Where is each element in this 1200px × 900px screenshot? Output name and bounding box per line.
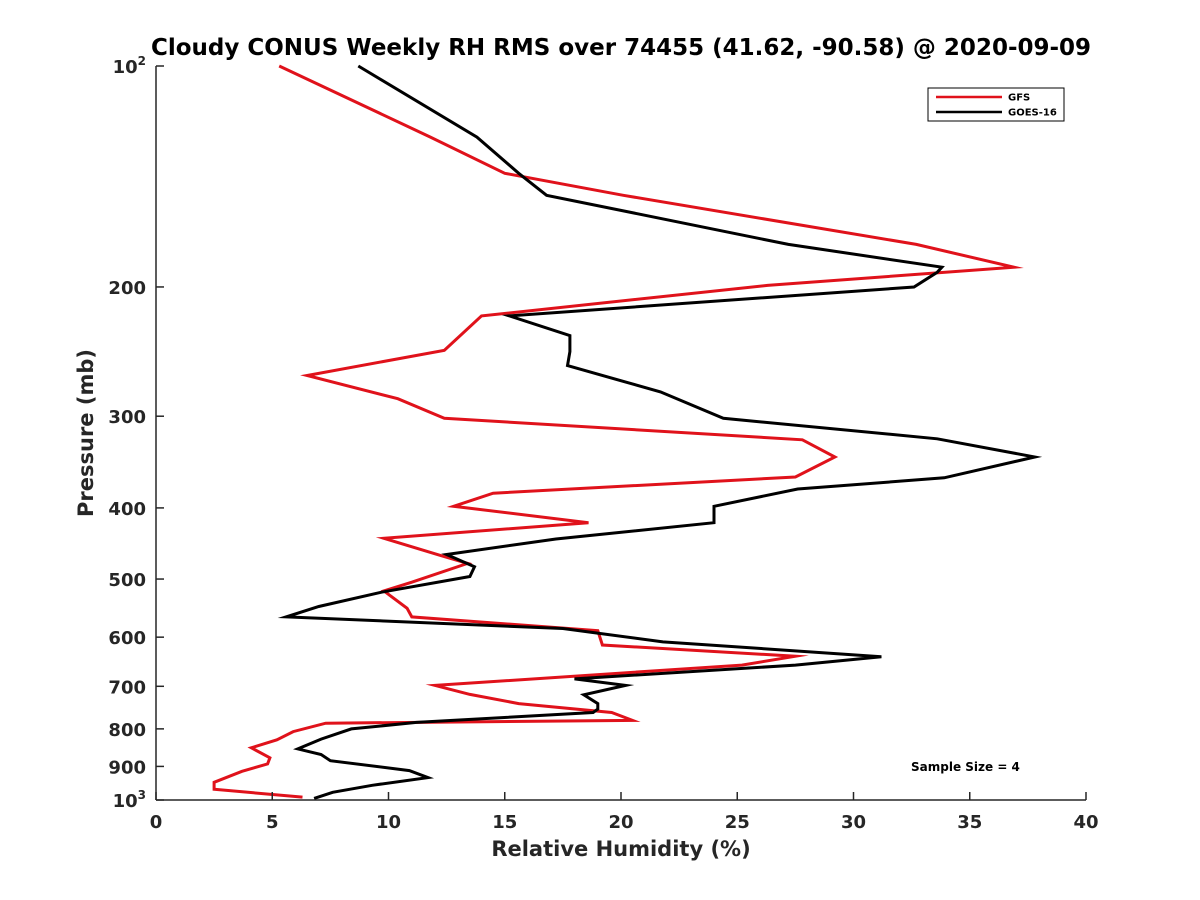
- y-tick-label: 400: [108, 499, 146, 520]
- x-tick-label: 30: [841, 812, 866, 833]
- series-line-goes-16: [277, 64, 1043, 800]
- x-tick-label: 25: [725, 812, 750, 833]
- y-axis-label: Pressure (mb): [74, 349, 98, 517]
- y-tick-base: 10: [113, 791, 138, 812]
- y-tick-label: 900: [108, 757, 146, 778]
- y-tick-exponent: 2: [138, 54, 146, 68]
- sample-size-annotation: Sample Size = 4: [911, 760, 1020, 774]
- legend-box: [927, 87, 1065, 122]
- y-tick-exponent: 3: [138, 788, 146, 802]
- y-tick-base: 600: [108, 628, 146, 649]
- y-tick-base: 900: [108, 757, 146, 778]
- x-tick-label: 40: [1073, 812, 1098, 833]
- legend: GFS GOES-16: [927, 87, 1065, 122]
- y-tick-label: 300: [108, 407, 146, 428]
- x-tick-label: 10: [376, 812, 401, 833]
- plot-area: [156, 66, 1086, 800]
- series-layer: [212, 64, 1043, 800]
- x-tick-label: 20: [608, 812, 633, 833]
- y-tick-label: 600: [108, 628, 146, 649]
- x-tick-label: 5: [266, 812, 279, 833]
- legend-label: GFS: [1008, 93, 1030, 104]
- y-tick-base: 500: [108, 570, 146, 591]
- y-tick-label: 102: [113, 54, 146, 78]
- y-tick-label: 103: [113, 788, 146, 812]
- x-tick-label: 15: [492, 812, 517, 833]
- series-line-gfs: [212, 64, 1024, 799]
- y-tick-base: 400: [108, 499, 146, 520]
- y-tick-label: 500: [108, 570, 146, 591]
- x-tick-label: 35: [957, 812, 982, 833]
- y-tick-base: 700: [108, 677, 146, 698]
- y-tick-label: 200: [108, 278, 146, 299]
- y-tick-label: 800: [108, 720, 146, 741]
- x-tick-label: 0: [150, 812, 163, 833]
- y-tick-base: 200: [108, 278, 146, 299]
- y-tick-base: 800: [108, 720, 146, 741]
- x-ticks: 0 5 10 15 20 25 30 35 40: [150, 792, 1099, 833]
- chart-title: Cloudy CONUS Weekly RH RMS over 74455 (4…: [151, 35, 1091, 61]
- y-tick-base: 10: [113, 57, 138, 78]
- y-tick-base: 300: [108, 407, 146, 428]
- y-tick-label: 700: [108, 677, 146, 698]
- x-axis-label: Relative Humidity (%): [491, 837, 750, 861]
- legend-label: GOES-16: [1008, 108, 1057, 119]
